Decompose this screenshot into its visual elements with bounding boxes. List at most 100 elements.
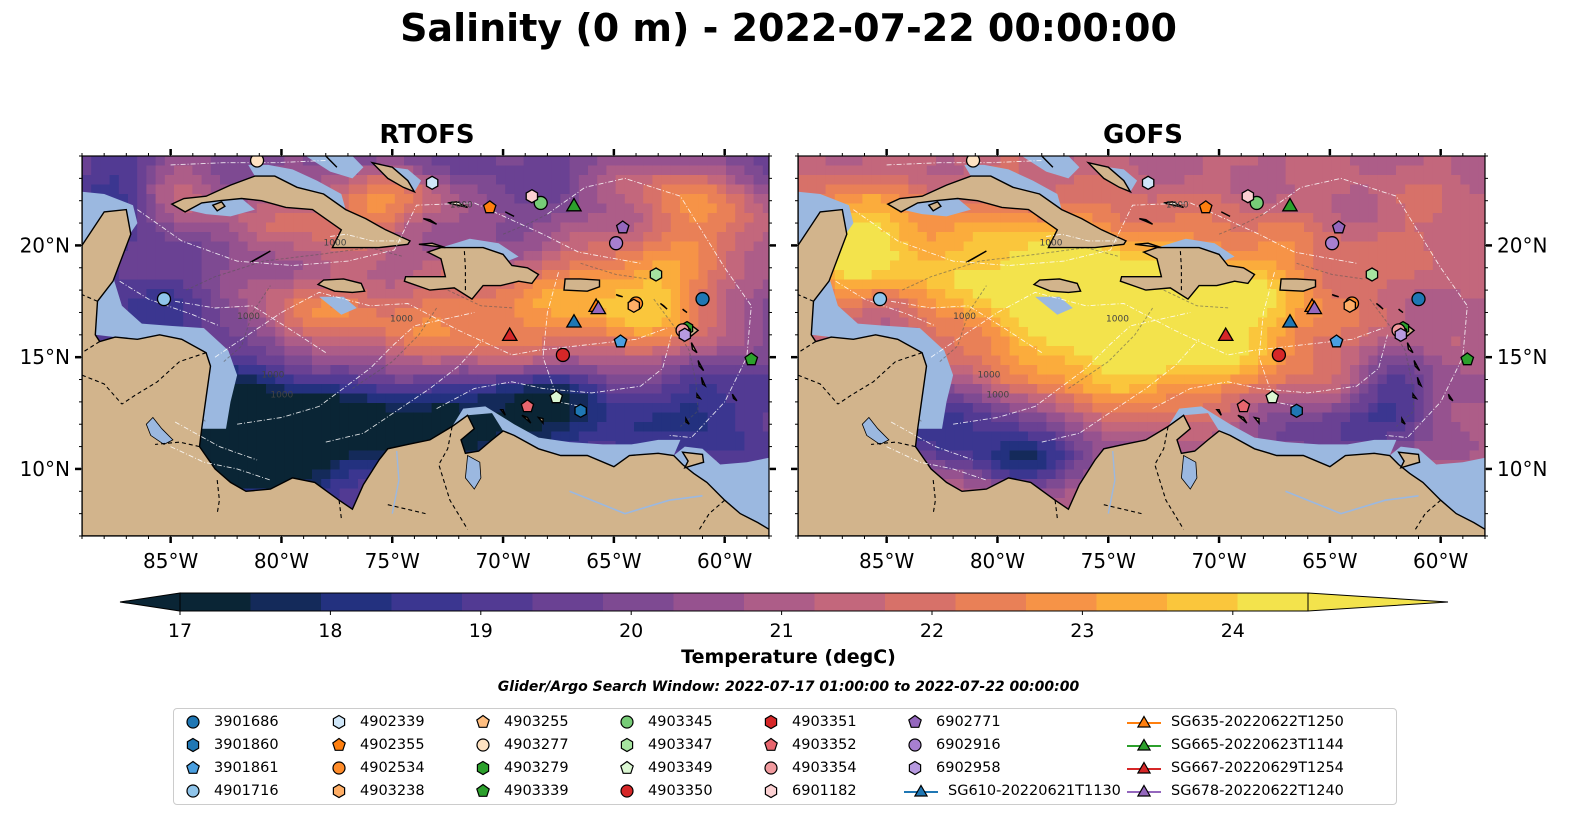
float-4903347-marker: [1365, 267, 1379, 282]
legend-label: 3901686: [214, 714, 279, 730]
legend-label: 4901716: [214, 783, 279, 799]
colorbar-tick-label: 24: [1220, 620, 1245, 642]
x-tick-label: 60°W: [1413, 549, 1468, 573]
pentagon-marker-icon: [620, 760, 634, 774]
legend-float-3901861: 3901861: [182, 757, 279, 779]
legend-float-6902916: 6902916: [904, 734, 1001, 756]
glider-SG665-20220623T1144-marker: [565, 197, 583, 212]
colorbar: [119, 592, 1449, 615]
depth-contour-label: 1000: [978, 370, 1001, 380]
legend-float-3901860: 3901860: [182, 734, 279, 756]
pentagon-marker-icon: [476, 783, 490, 797]
legend-glider-SG678-20220622T1240: SG678-20220622T1240: [1127, 780, 1344, 802]
circle-marker-icon: [620, 784, 634, 798]
y-tick-label: 20°N: [20, 233, 70, 257]
legend-label: 4902339: [360, 714, 425, 730]
hexagon-marker-icon: [476, 760, 490, 776]
float-3901861-marker: [613, 334, 628, 348]
float-6901182-marker: [525, 188, 539, 204]
colorbar-bin: [391, 593, 463, 611]
legend-float-4903255: 4903255: [472, 711, 569, 733]
colorbar-tick-label: 21: [769, 620, 794, 642]
depth-contour-label: 1000: [986, 390, 1009, 400]
x-tick-label: 80°W: [254, 549, 309, 573]
pentagon-marker-icon: [908, 714, 922, 728]
legend-label: SG635-20220622T1250: [1171, 714, 1344, 730]
legend-float-4903339: 4903339: [472, 780, 569, 802]
legend-float-4902355: 4902355: [328, 734, 425, 756]
depth-contour-label: 1000: [262, 370, 285, 380]
legend-label: 6902958: [936, 760, 1001, 776]
glider-SG678-20220622T1240-marker: [1306, 300, 1323, 315]
hexagon-marker-icon: [332, 783, 346, 799]
depth-contour-label: 1000: [1166, 200, 1189, 210]
eez-boundaries: [119, 160, 752, 481]
float-4903339-marker: [744, 352, 759, 366]
x-tick-label: 85°W: [859, 549, 914, 573]
hexagon-marker-icon: [764, 783, 778, 799]
depth-contour-label: 1000: [270, 390, 293, 400]
legend-glider-SG667-20220629T1254: SG667-20220629T1254: [1127, 757, 1344, 779]
legend-float-4901716: 4901716: [182, 780, 279, 802]
float-3901861-marker: [1329, 334, 1344, 348]
legend: 3901686 3901860 3901861 4901716 4902339 49023…: [173, 708, 1397, 805]
land: [82, 156, 769, 536]
legend-label: SG678-20220622T1240: [1171, 783, 1344, 799]
x-tick-label: 60°W: [697, 549, 752, 573]
map-panel-rtofs: 1000 1000 1000 1000 1000 1000 85°W 80°W 75°W 70°W…: [20, 149, 776, 573]
panel-title-rtofs: RTOFS: [379, 120, 475, 150]
land: [798, 156, 1485, 536]
colorbar-bin: [885, 593, 956, 611]
float-3901860-marker: [574, 403, 587, 419]
legend-float-4903347: 4903347: [616, 734, 713, 756]
legend-label: 4903349: [648, 760, 713, 776]
circle-marker-icon: [620, 715, 634, 729]
colorbar-label: Temperature (degC): [681, 646, 896, 668]
float-4902339-marker: [1141, 175, 1155, 191]
float-6902916-marker: [1324, 236, 1340, 251]
glider-SG678-20220622T1240-marker: [590, 300, 607, 315]
float-6902958-marker: [678, 327, 692, 343]
legend-float-4903350: 4903350: [616, 780, 713, 802]
legend-label: 4903352: [792, 737, 857, 753]
legend-glider-SG610-20220621T1130: SG610-20220621T1130: [904, 780, 1121, 802]
glider-SG665-20220623T1144-marker: [1281, 197, 1299, 212]
legend-label: 4903339: [504, 783, 569, 799]
hexagon-marker-icon: [764, 714, 778, 730]
figure-title: Salinity (0 m) - 2022-07-22 00:00:00: [400, 6, 1177, 50]
legend-label: 3901861: [214, 760, 279, 776]
legend-label: 6902916: [936, 737, 1001, 753]
legend-float-4903345: 4903345: [616, 711, 713, 733]
pentagon-marker-icon: [332, 737, 346, 751]
legend-float-4903238: 4903238: [328, 780, 425, 802]
country-borders: [798, 249, 1442, 532]
legend-float-6902958: 6902958: [904, 757, 1001, 779]
circle-marker-icon: [908, 738, 922, 752]
float-4903339-marker: [1460, 352, 1475, 366]
glider-SG610-20220621T1130-marker: [1281, 313, 1299, 328]
y-tick-label: 15°N: [20, 345, 70, 369]
eez-boundaries: [835, 160, 1468, 481]
triangle-marker-icon: [1127, 715, 1161, 728]
hexagon-marker-icon: [186, 737, 200, 753]
colorbar-bin: [1096, 593, 1168, 611]
glider-SG667-20220629T1254-marker: [1217, 326, 1235, 342]
hexagon-marker-icon: [332, 714, 346, 730]
triangle-marker-icon: [1127, 738, 1161, 751]
colorbar-bin: [955, 593, 1027, 611]
map-panel-gofs: 1000 1000 1000 1000 1000 1000 85°W 80°W 75°W 70°W…: [791, 149, 1547, 573]
colorbar-bin: [744, 593, 815, 611]
x-tick-label: 85°W: [143, 549, 198, 573]
x-tick-label: 80°W: [970, 549, 1025, 573]
colorbar-tick-label: 22: [919, 620, 945, 642]
panel-title-gofs: GOFS: [1103, 120, 1183, 150]
float-4903350-marker: [1271, 347, 1287, 363]
depth-contours: [879, 211, 1415, 427]
x-tick-label: 75°W: [365, 549, 420, 573]
float-4903352-marker: [520, 399, 535, 413]
legend-label: 4903279: [504, 760, 569, 776]
y-tick-label: 15°N: [1497, 345, 1547, 369]
pentagon-marker-icon: [476, 714, 490, 728]
colorbar-tick-label: 20: [619, 620, 644, 642]
